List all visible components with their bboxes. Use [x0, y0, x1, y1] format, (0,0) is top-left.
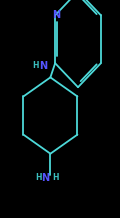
Text: H: H [52, 173, 58, 182]
Text: N: N [52, 10, 60, 20]
Text: H: H [35, 173, 42, 182]
Text: N: N [42, 173, 50, 183]
Text: H: H [33, 61, 39, 70]
Text: N: N [39, 61, 47, 71]
